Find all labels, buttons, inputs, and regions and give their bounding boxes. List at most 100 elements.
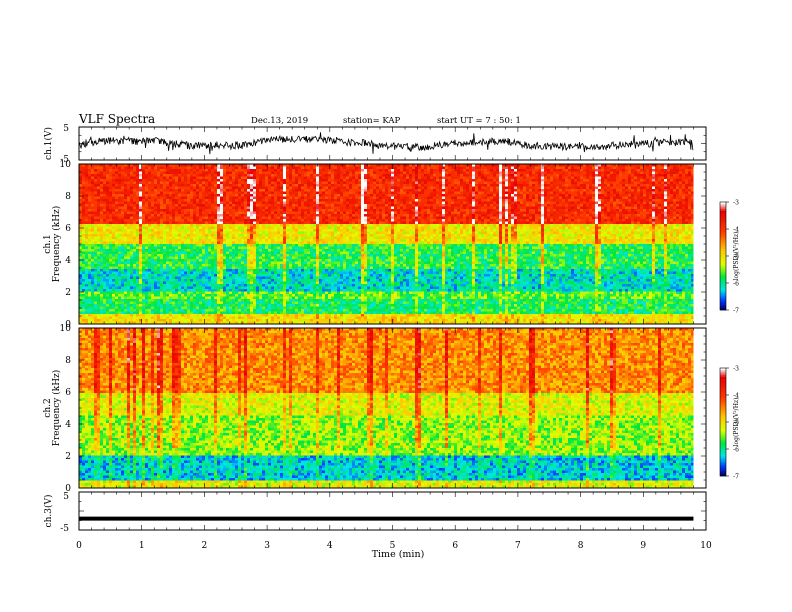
spectrogram-cell: [103, 201, 107, 205]
spectrogram-cell: [418, 189, 422, 192]
spectrogram-cell: [127, 171, 131, 175]
spectrogram-cell: [505, 196, 509, 200]
spectrogram-cell: [328, 186, 332, 190]
spectrogram-cell: [679, 174, 683, 177]
spectrogram-cell: [163, 166, 167, 170]
spectrogram-cell: [376, 206, 380, 210]
spectrogram-cell: [616, 206, 620, 210]
spectrogram-cell: [655, 219, 659, 222]
spectrogram-cell: [121, 166, 125, 170]
spectrogram-cell: [463, 199, 467, 202]
spectrogram-cell: [481, 169, 485, 172]
spectrogram-cell: [496, 186, 500, 190]
spectrogram-cell: [175, 206, 179, 210]
spectrogram-cell: [511, 211, 515, 215]
spectrogram-cell: [652, 164, 656, 167]
spectrogram-cell: [316, 211, 320, 215]
spectrogram-cell: [361, 166, 365, 170]
spectrogram-cell: [277, 201, 281, 205]
spectrogram-cell: [97, 176, 101, 180]
spectrogram-cell: [358, 201, 362, 205]
spectrogram-cell: [559, 174, 563, 177]
spectrogram-cell: [115, 201, 119, 205]
spectrogram-cell: [595, 211, 599, 215]
spectrogram-cell: [313, 211, 317, 215]
spectrogram-cell: [613, 184, 617, 187]
spectrogram-cell: [391, 214, 395, 217]
spectrogram-cell: [523, 176, 527, 180]
spectrogram-cell: [547, 164, 551, 167]
spectrogram-cell: [394, 216, 398, 220]
spectrogram-cell: [613, 189, 617, 192]
spectrogram-cell: [466, 181, 470, 185]
spectrogram-cell: [376, 176, 380, 180]
spectrogram-cell: [463, 191, 467, 195]
spectrogram-cell: [370, 171, 374, 175]
spectrogram-cell: [610, 209, 614, 212]
spectrogram-cell: [499, 179, 503, 182]
spectrogram-cell: [349, 196, 353, 200]
spectrogram-cell: [358, 211, 362, 215]
spectrogram-cell: [388, 176, 392, 180]
spectrogram-cell: [109, 214, 113, 217]
spectrogram-cell: [415, 189, 419, 192]
spectrogram-cell: [550, 206, 554, 210]
spectrogram-cell: [595, 204, 599, 207]
spectrogram-cell: [511, 209, 515, 212]
spectrogram-cell: [406, 174, 410, 177]
spectrogram-cell: [376, 171, 380, 175]
spectrogram-cell: [292, 184, 296, 187]
spectrogram-cell: [205, 179, 209, 182]
spectrogram-cell: [277, 171, 281, 175]
spectrogram-cell: [610, 189, 614, 192]
spectrogram-cell: [400, 211, 404, 215]
spectrogram-cell: [583, 216, 587, 220]
spectrogram-cell: [235, 171, 239, 175]
spectrogram-cell: [553, 164, 557, 167]
spectrogram-cell: [277, 164, 281, 167]
spectrogram-cell: [82, 211, 86, 215]
spectrogram-cell: [670, 204, 674, 207]
spectrogram-cell: [526, 186, 530, 190]
spectrogram-cell: [346, 219, 350, 222]
spectrogram-cell: [574, 181, 578, 185]
spectrogram-cell: [313, 166, 317, 170]
spectrogram-cell: [85, 191, 89, 195]
spectrogram-cell: [637, 211, 641, 215]
spectrogram-cell: [181, 166, 185, 170]
spectrogram-cell: [226, 219, 230, 222]
spectrogram-cell: [466, 179, 470, 182]
spectrogram-cell: [472, 211, 476, 215]
spectrogram-cell: [175, 186, 179, 190]
spectrogram-cell: [289, 176, 293, 180]
spectrogram-cell: [94, 196, 98, 200]
spectrogram-cell: [583, 184, 587, 187]
spectrogram-cell: [454, 181, 458, 185]
spectrogram-cell: [616, 209, 620, 212]
spectrogram-cell: [433, 176, 437, 180]
spectrogram-cell: [646, 181, 650, 185]
spectrogram-cell: [277, 196, 281, 200]
spectrogram-cell: [634, 169, 638, 172]
spectrogram-cell: [502, 199, 506, 202]
spectrogram-cell: [583, 199, 587, 202]
spectrogram-cell: [589, 179, 593, 182]
spectrogram-cell: [634, 219, 638, 222]
spectrogram-cell: [586, 206, 590, 210]
spectrogram-cell: [562, 169, 566, 172]
spectrogram-cell: [298, 171, 302, 175]
spectrogram-cell: [634, 171, 638, 175]
spectrogram-cell: [112, 181, 116, 185]
spectrogram-cell: [586, 169, 590, 172]
spectrogram-cell: [286, 221, 290, 225]
spectrogram-cell: [415, 171, 419, 175]
spectrogram-cell: [652, 171, 656, 175]
spectrogram-cell: [523, 204, 527, 207]
spectrogram-cell: [115, 219, 119, 222]
spectrogram-cell: [376, 189, 380, 192]
spectrogram-cell: [628, 201, 632, 205]
spectrogram-cell: [193, 221, 197, 225]
spectrogram-cell: [385, 219, 389, 222]
spectrogram-cell: [352, 174, 356, 177]
spectrogram-cell: [184, 189, 188, 192]
